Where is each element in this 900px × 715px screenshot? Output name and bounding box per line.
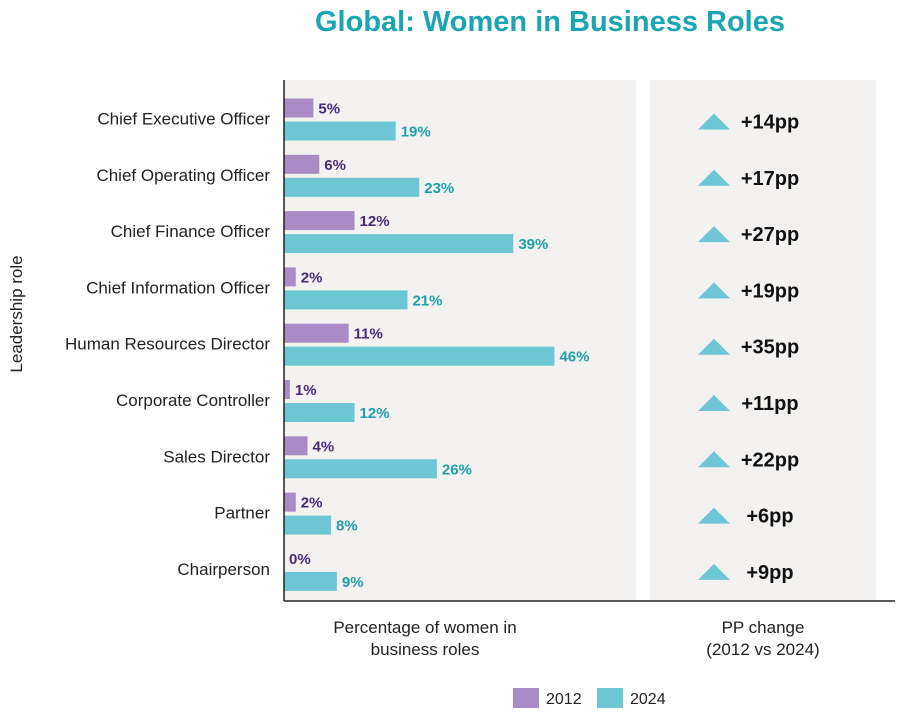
bar-2012-human-resources-director xyxy=(284,323,349,343)
bar-2024-corporate-controller xyxy=(284,403,355,422)
up-triangle-icon xyxy=(698,507,730,524)
bar-label-2024-chief-operating-officer: 23% xyxy=(424,180,454,197)
bar-label-2012-partner: 2% xyxy=(301,495,323,512)
bar-label-2024-sales-director: 26% xyxy=(442,461,472,478)
bar-2012-corporate-controller xyxy=(284,380,290,399)
bar-2024-sales-director xyxy=(284,459,437,479)
bar-label-2012-sales-director: 4% xyxy=(313,438,335,455)
change-panel-background xyxy=(650,80,876,600)
category-label-partner: Partner xyxy=(214,504,270,523)
pp-change-chief-finance-officer: +27pp xyxy=(741,224,799,246)
pp-change-chairperson: +9pp xyxy=(746,562,793,584)
bar-label-2024-chief-information-officer: 21% xyxy=(412,292,442,309)
up-triangle-icon xyxy=(698,226,730,243)
up-triangle-icon xyxy=(698,395,730,411)
bar-label-2012-chief-finance-officer: 12% xyxy=(360,213,390,230)
bar-label-2024-chief-executive-officer: 19% xyxy=(401,124,431,141)
bar-label-2012-chief-information-officer: 2% xyxy=(301,269,323,286)
up-triangle-icon xyxy=(698,113,730,130)
bar-2012-partner xyxy=(284,492,296,512)
bar-2024-human-resources-director xyxy=(284,346,555,366)
bar-label-2024-chairperson: 9% xyxy=(342,574,364,591)
bar-label-2012-human-resources-director: 11% xyxy=(354,326,383,343)
up-triangle-icon xyxy=(698,563,730,580)
up-triangle-icon xyxy=(698,169,730,186)
category-labels: Chief Executive Officer Chief Operating O… xyxy=(65,110,270,579)
bar-2024-chairperson xyxy=(284,571,337,591)
bar-label-2024-chief-finance-officer: 39% xyxy=(518,236,548,253)
bar-label-2012-chairperson: 0% xyxy=(289,551,311,568)
pp-change-corporate-controller: +11pp xyxy=(741,393,798,415)
bar-2012-chief-finance-officer xyxy=(284,211,355,231)
bar-2012-chief-information-officer xyxy=(284,267,296,287)
category-label-chief-finance-officer: Chief Finance Officer xyxy=(111,222,271,241)
bar-label-2012-corporate-controller: 1% xyxy=(295,382,317,399)
category-label-chief-information-officer: Chief Information Officer xyxy=(86,278,270,297)
bar-label-2012-chief-operating-officer: 6% xyxy=(324,157,346,174)
bar-2012-sales-director xyxy=(284,436,308,456)
bar-2024-chief-operating-officer xyxy=(284,177,420,197)
bar-2024-chief-executive-officer xyxy=(284,121,396,141)
category-label-chairperson: Chairperson xyxy=(177,560,270,579)
legend: 2012 2024 xyxy=(513,688,666,708)
up-triangle-icon xyxy=(698,338,730,355)
bar-2024-chief-information-officer xyxy=(284,290,408,310)
category-label-sales-director: Sales Director xyxy=(163,447,270,466)
pp-change-chief-operating-officer: +17pp xyxy=(741,168,799,190)
bar-2024-partner xyxy=(284,515,332,535)
pp-change-partner: +6pp xyxy=(746,506,793,528)
bar-label-2024-human-resources-director: 46% xyxy=(559,349,589,366)
bar-label-2024-corporate-controller: 12% xyxy=(360,405,390,422)
pp-change-column: +14pp +17pp +27pp +19pp +35pp +11pp +22pp +6pp +… xyxy=(698,112,799,584)
pp-change-chief-information-officer: +19pp xyxy=(741,280,799,302)
legend-label-2024: 2024 xyxy=(630,691,666,708)
chart-title: Global: Women in Business Roles xyxy=(315,6,785,38)
category-label-chief-executive-officer: Chief Executive Officer xyxy=(97,110,270,129)
bar-value-labels: 5% 19% 6% 23% 12% 39% 2% 21% 11% 46% 1% 12% 4% 26% 2% 8… xyxy=(289,101,590,591)
legend-label-2012: 2012 xyxy=(546,691,582,708)
up-triangle-icon xyxy=(698,282,730,299)
bars xyxy=(284,98,555,591)
change-axis-title-line-2: (2012 vs 2024) xyxy=(706,640,819,659)
pp-change-chief-executive-officer: +14pp xyxy=(741,112,799,134)
category-label-corporate-controller: Corporate Controller xyxy=(116,391,270,410)
up-triangle-icon xyxy=(698,451,730,468)
bar-2012-chief-executive-officer xyxy=(284,98,314,118)
x-axis-title-line-2: business roles xyxy=(371,640,480,659)
category-label-human-resources-director: Human Resources Director xyxy=(65,335,270,354)
pp-change-sales-director: +22pp xyxy=(741,449,799,471)
category-label-chief-operating-officer: Chief Operating Officer xyxy=(96,166,270,185)
bar-label-2012-chief-executive-officer: 5% xyxy=(318,101,340,118)
y-axis-title: Leadership role xyxy=(7,255,26,372)
bar-2012-chief-operating-officer xyxy=(284,154,320,174)
legend-swatch-2024 xyxy=(597,688,623,708)
bar-label-2024-partner: 8% xyxy=(336,518,358,535)
x-axis-title-line-1: Percentage of women in xyxy=(333,618,516,637)
pp-change-human-resources-director: +35pp xyxy=(741,337,799,359)
legend-swatch-2012 xyxy=(513,688,539,708)
change-axis-title-line-1: PP change xyxy=(722,618,805,637)
bar-2024-chief-finance-officer xyxy=(284,234,514,254)
